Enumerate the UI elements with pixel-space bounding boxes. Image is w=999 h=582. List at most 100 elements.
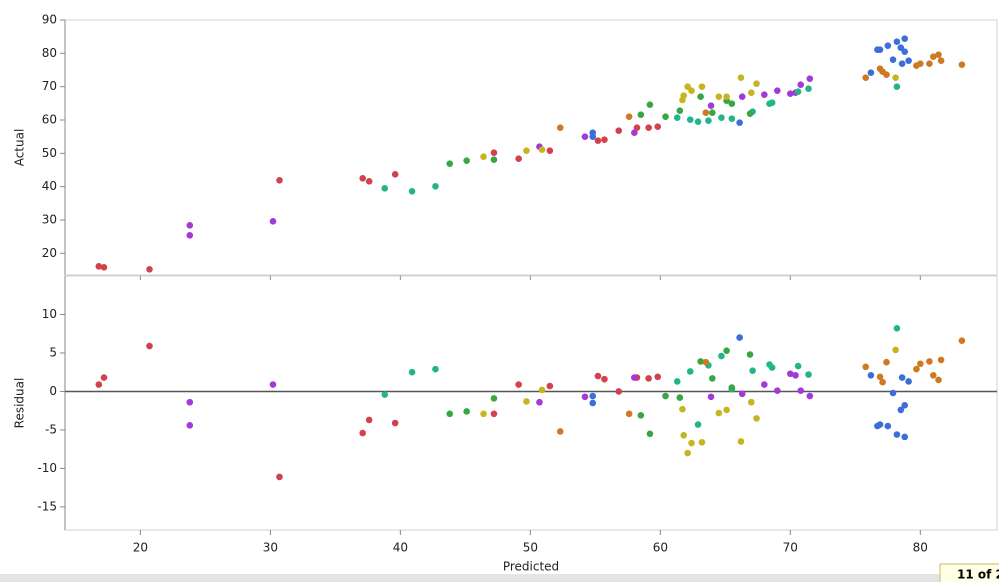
point [646, 101, 654, 108]
y-tick-label: 40 [42, 179, 57, 193]
point [718, 114, 725, 121]
point [556, 428, 564, 435]
y-tick-label: 90 [42, 13, 57, 27]
point [709, 109, 716, 116]
point [738, 93, 746, 100]
plot-frame [64, 19, 998, 276]
point [601, 136, 608, 143]
point [761, 381, 768, 388]
point [893, 431, 901, 438]
point [581, 393, 589, 401]
x-tick-label: 30 [263, 541, 278, 555]
point [463, 157, 470, 164]
point [893, 38, 901, 45]
point [884, 42, 892, 49]
y-tick-label: 10 [42, 307, 57, 321]
point [269, 381, 277, 388]
point [186, 232, 194, 239]
point [186, 222, 194, 229]
point [480, 153, 487, 160]
point [892, 346, 899, 354]
point [707, 102, 715, 109]
point [715, 409, 723, 417]
point [768, 99, 776, 106]
point [662, 113, 669, 120]
point [673, 378, 681, 385]
y-axis-label: Residual [13, 378, 27, 429]
point [446, 410, 454, 418]
point [736, 119, 743, 126]
point [737, 74, 745, 81]
point [631, 129, 638, 136]
point [365, 178, 373, 185]
point [792, 371, 799, 379]
point [805, 85, 812, 92]
point [615, 127, 623, 134]
point [753, 415, 760, 422]
point [523, 147, 530, 154]
point [625, 113, 633, 120]
point [748, 89, 755, 96]
point [917, 360, 924, 368]
point [594, 372, 602, 380]
point [95, 263, 103, 270]
point [391, 171, 399, 178]
point [601, 375, 608, 383]
point [709, 375, 716, 382]
point [926, 358, 933, 365]
point [688, 439, 695, 447]
point [680, 432, 688, 439]
point [432, 183, 439, 190]
point [146, 342, 153, 350]
point [490, 395, 498, 402]
point [556, 124, 564, 131]
point [680, 92, 688, 99]
point [898, 60, 906, 67]
x-tick-label: 60 [653, 541, 668, 555]
point [515, 381, 522, 388]
point [723, 347, 730, 354]
point [774, 387, 781, 394]
point [536, 398, 543, 406]
x-axis-label: Predicted [503, 560, 559, 574]
point [697, 93, 704, 100]
point [359, 175, 366, 182]
point [707, 393, 715, 401]
point [276, 473, 283, 481]
point [905, 57, 912, 64]
point [892, 74, 899, 81]
point [876, 373, 884, 381]
point [186, 398, 194, 406]
point [917, 60, 924, 67]
point [702, 358, 710, 366]
point [753, 80, 760, 87]
point [654, 373, 662, 381]
point [408, 368, 416, 376]
point [889, 389, 897, 397]
point [723, 93, 730, 100]
point [698, 83, 706, 90]
status-text: 11 of 2 [957, 568, 999, 582]
point [746, 351, 754, 358]
point [381, 185, 389, 192]
point [589, 133, 597, 140]
point [749, 367, 756, 374]
point [901, 35, 909, 42]
x-tick-label: 20 [133, 541, 148, 555]
point [930, 53, 937, 60]
point [276, 177, 283, 184]
point [637, 111, 645, 118]
x-tick-label: 80 [913, 541, 928, 555]
point [490, 410, 498, 418]
point [694, 118, 702, 125]
point [589, 392, 597, 400]
y-tick-label: -10 [37, 461, 57, 475]
point [408, 188, 416, 195]
point [432, 365, 439, 373]
point [958, 337, 966, 344]
point [365, 416, 373, 424]
point [746, 110, 754, 117]
y-tick-label: 80 [42, 46, 57, 60]
scrollbar [0, 574, 999, 582]
